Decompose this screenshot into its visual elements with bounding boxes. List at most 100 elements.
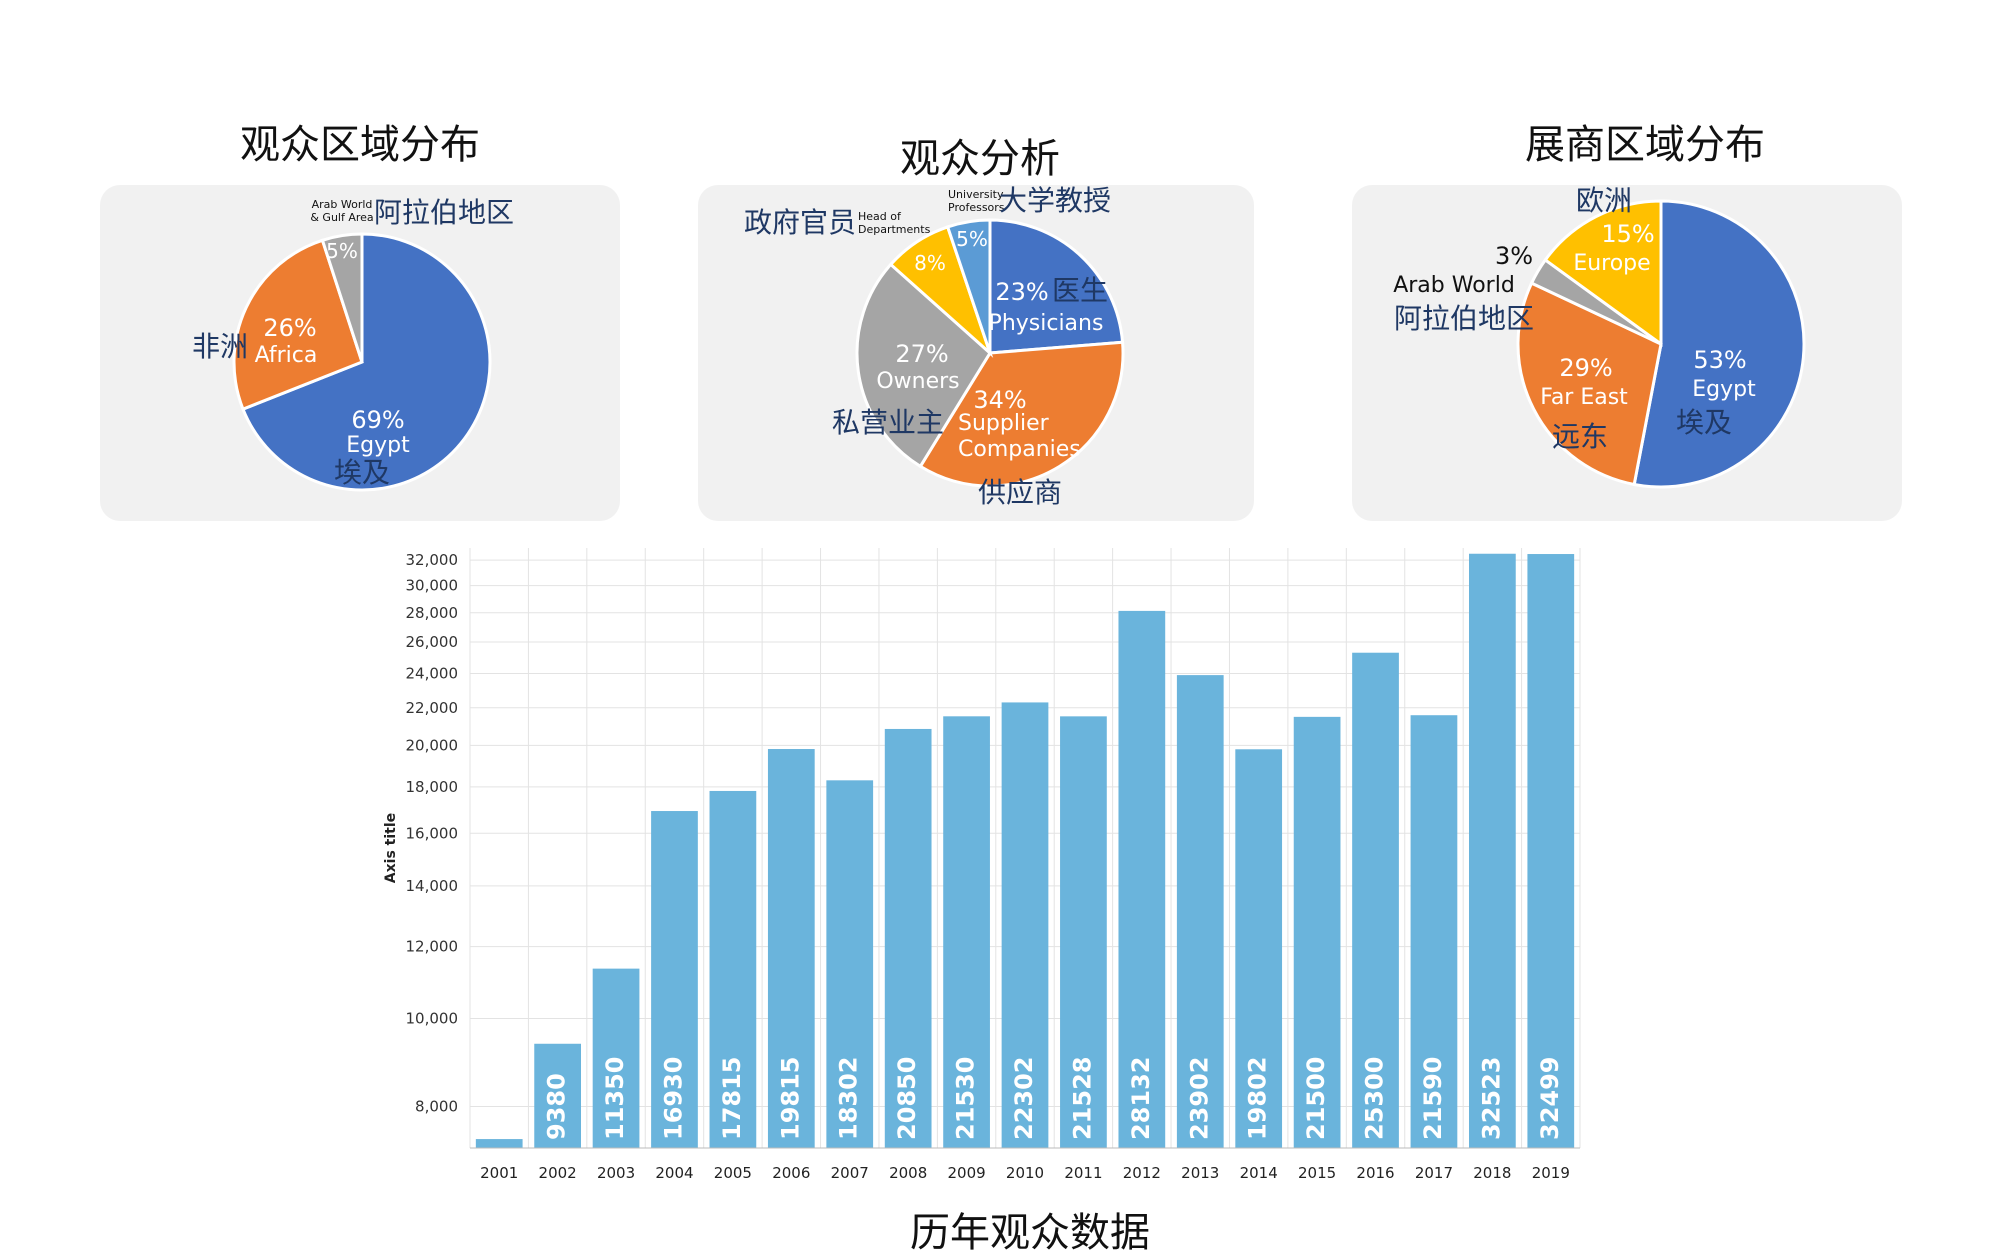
bar-y-axis-title: Axis title: [383, 813, 399, 883]
bar-xtick-2016: 2016: [1356, 1164, 1394, 1182]
bar-xtick-2006: 2006: [772, 1164, 810, 1182]
pie2-slice-0: [988, 218, 1125, 355]
pie3-en-2: Arab World: [1393, 273, 1515, 298]
bar-xtick-2017: 2017: [1415, 1164, 1453, 1182]
pie1-cn-1: 非洲: [192, 330, 248, 363]
bar-data-label-2010: 22302: [1010, 1057, 1038, 1141]
bar-data-label-2014: 19802: [1244, 1057, 1272, 1141]
pie2-cn-3: 政府官员: [744, 206, 856, 239]
bar-2011: [1060, 716, 1107, 1148]
bar-xtick-2003: 2003: [597, 1164, 635, 1182]
pie2-pct-3: 8%: [914, 251, 946, 275]
bar-ytick-label: 18,000: [406, 778, 459, 796]
pie2-en-2: Owners: [876, 369, 959, 394]
pie2-cn-0: 医生: [1052, 274, 1108, 307]
bar-title: 历年观众数据: [910, 1210, 1150, 1256]
pie3-en-1: Far East: [1540, 385, 1628, 410]
bar-data-label-2003: 11350: [601, 1057, 629, 1141]
bar-data-label-2001: 7365: [484, 1073, 512, 1140]
pie1-en-0: Egypt: [346, 433, 410, 458]
pie3-pct-2: 3%: [1495, 242, 1533, 270]
bar-xtick-2002: 2002: [539, 1164, 577, 1182]
bar-xtick-2012: 2012: [1123, 1164, 1161, 1182]
bar-2017: [1410, 715, 1458, 1148]
pie2-slice-2: [855, 262, 992, 469]
bar-xtick-2018: 2018: [1473, 1164, 1511, 1182]
bar-xtick-2013: 2013: [1181, 1164, 1219, 1182]
pie2-en-3-1: Departments: [858, 223, 931, 236]
pie3-cn-2: 阿拉伯地区: [1394, 302, 1534, 335]
bar-2009: [943, 716, 990, 1148]
pie2-en-1-0: Supplier: [958, 411, 1050, 436]
bar-xtick-2004: 2004: [655, 1164, 693, 1182]
pie1-slice-1: [232, 238, 364, 412]
bar-xtick-2011: 2011: [1064, 1164, 1102, 1182]
bar-ytick-label: 14,000: [406, 877, 459, 895]
pie1-cn-2: 阿拉伯地区: [374, 196, 514, 229]
pie2-cn-2: 私营业主: [832, 406, 944, 439]
bar-xtick-2019: 2019: [1532, 1164, 1570, 1182]
bar-2002: [534, 1043, 581, 1148]
bar-data-label-2019: 32499: [1536, 1057, 1564, 1141]
bar-2007: [826, 780, 874, 1148]
bar-2006: [767, 749, 815, 1148]
bar-data-label-2004: 16930: [659, 1057, 687, 1141]
pie2-title: 观众分析: [900, 136, 1060, 182]
bar-ytick-label: 16,000: [406, 824, 459, 842]
bar-data-label-2017: 21590: [1419, 1057, 1447, 1141]
pie2-en-3-0: Head of: [858, 210, 902, 223]
bar-data-label-2008: 20850: [893, 1057, 921, 1141]
bar-2019: [1527, 554, 1575, 1148]
pie3-slice-1: [1516, 281, 1663, 487]
pie2-cn-4: 大学教授: [999, 184, 1111, 217]
bar-data-label-2018: 32523: [1477, 1057, 1505, 1141]
pie2-pct-1: 34%: [973, 386, 1026, 414]
pie3-slice-3: [1543, 199, 1663, 347]
pie1-slice-2: [320, 232, 364, 363]
pie2-en-0: Physicians: [989, 311, 1104, 336]
bar-ytick-label: 28,000: [406, 604, 459, 622]
pie3-en-3: Europe: [1573, 251, 1650, 276]
pie1-pct-0: 69%: [351, 406, 404, 434]
bar-data-label-2015: 21500: [1302, 1057, 1330, 1141]
bar-2012: [1118, 610, 1166, 1148]
pie1-pct-1: 26%: [263, 314, 316, 342]
bar-xtick-2015: 2015: [1298, 1164, 1336, 1182]
bar-data-label-2009: 21530: [952, 1057, 980, 1141]
bar-2001: [475, 1139, 523, 1148]
pie2-slice-1: [918, 340, 1125, 488]
bar-2018: [1469, 553, 1516, 1148]
bar-data-label-2006: 19815: [776, 1057, 804, 1141]
bar-data-label-2011: 21528: [1068, 1057, 1096, 1141]
bar-2005: [709, 790, 757, 1148]
pie3-cn-1: 远东: [1552, 420, 1608, 453]
pie1-en-2-0: Arab World: [312, 198, 373, 211]
bar-xtick-2010: 2010: [1006, 1164, 1044, 1182]
bar-2015: [1293, 716, 1341, 1148]
bar-ytick-label: 24,000: [406, 665, 459, 683]
bar-xtick-2014: 2014: [1240, 1164, 1278, 1182]
bar-data-label-2002: 9380: [543, 1073, 571, 1140]
pie3-slice-0: [1632, 199, 1806, 489]
pie1-slice-0: [241, 232, 492, 492]
pie2-pct-4: 5%: [956, 227, 988, 251]
bar-ytick-label: 26,000: [406, 633, 459, 651]
bar-2013: [1176, 675, 1224, 1148]
pie2-cn-1: 供应商: [978, 476, 1062, 509]
pie1-cn-0: 埃及: [334, 456, 390, 489]
bar-xtick-2007: 2007: [831, 1164, 869, 1182]
bar-xtick-2008: 2008: [889, 1164, 927, 1182]
bar-2004: [651, 811, 698, 1148]
pie1-en-1: Africa: [255, 343, 318, 368]
bar-ytick-label: 20,000: [406, 736, 459, 754]
pie1-pct-2: 5%: [326, 239, 358, 263]
pie2-pct-2: 27%: [895, 340, 948, 368]
bar-2010: [1001, 702, 1049, 1148]
pie3-cn-3: 欧洲: [1576, 184, 1632, 217]
bar-xtick-2009: 2009: [947, 1164, 985, 1182]
bar-data-label-2005: 17815: [718, 1057, 746, 1141]
bar-2003: [592, 968, 640, 1148]
bar-ytick-label: 32,000: [406, 551, 459, 569]
bar-data-label-2007: 18302: [835, 1057, 863, 1141]
pie2-en-4-1: Professors: [948, 201, 1005, 214]
